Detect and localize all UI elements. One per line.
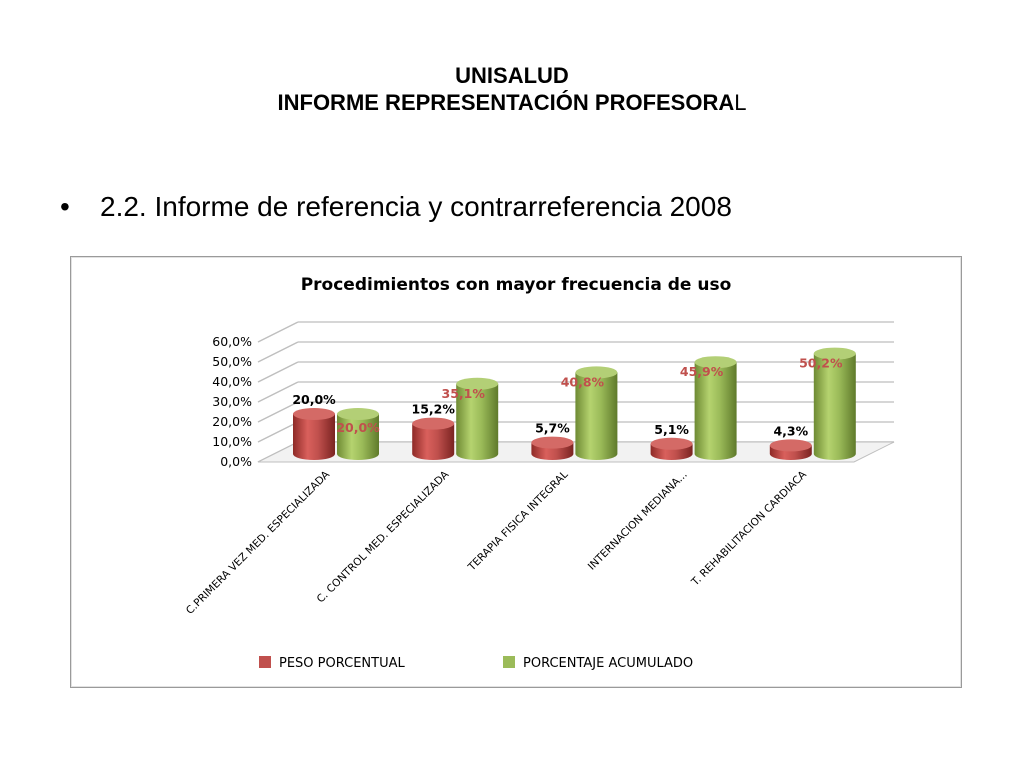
bar-porcentaje-acumulado	[813, 347, 856, 460]
bar-peso-porcentual	[293, 408, 335, 460]
data-label-acumulado: 45,9%	[680, 364, 724, 379]
bar-peso-porcentual	[769, 439, 812, 460]
data-label-peso: 5,7%	[535, 421, 570, 436]
bar-body	[337, 414, 379, 460]
legend-swatch	[503, 656, 515, 668]
y-tick-label: 40,0%	[212, 374, 252, 389]
slide-title-line2-main: INFORME REPRESENTACIÓN PROFESORA	[277, 90, 735, 115]
bar-body	[412, 423, 455, 460]
chart-title: Procedimientos con mayor frecuencia de u…	[301, 275, 732, 295]
bar-top	[531, 436, 574, 449]
data-label-acumulado: 20,0%	[336, 420, 380, 435]
chart-container: Procedimientos con mayor frecuencia de u…	[70, 256, 962, 688]
legend-label: PORCENTAJE ACUMULADO	[523, 656, 693, 671]
y-tick-label: 10,0%	[212, 434, 252, 449]
slide-title-line2: INFORME REPRESENTACIÓN PROFESORAL	[0, 89, 1024, 116]
data-label-peso: 5,1%	[654, 422, 689, 437]
gridline-side	[257, 421, 299, 443]
bar-top	[293, 408, 335, 420]
x-tick-label: INTERNACION MEDIANA...	[586, 469, 690, 573]
bar-top	[412, 417, 455, 430]
bar-top	[694, 356, 737, 369]
bar-peso-porcentual	[531, 436, 574, 460]
gridline-side	[257, 361, 299, 383]
chart-svg: Procedimientos con mayor frecuencia de u…	[184, 275, 895, 671]
gridline-side	[257, 401, 299, 423]
bar-body	[575, 372, 618, 460]
data-label-acumulado: 50,2%	[799, 356, 843, 371]
y-axis: 0,0% 10,0% 20,0% 30,0% 40,0% 50,0% 60,0%	[212, 334, 252, 469]
bar-peso-porcentual	[412, 417, 455, 460]
bar-peso-porcentual	[650, 437, 693, 460]
bullet-text: 2.2. Informe de referencia y contrarrefe…	[100, 191, 732, 222]
gridline-side	[257, 381, 299, 403]
bar-body	[813, 353, 856, 460]
slide-title-line1: UNISALUD	[455, 63, 569, 88]
bar-top	[813, 347, 856, 360]
y-tick-label: 30,0%	[212, 394, 252, 409]
bar-porcentaje-acumulado	[456, 377, 499, 460]
chart-legend: PESO PORCENTUAL PORCENTAJE ACUMULADO	[259, 656, 693, 671]
bullet-item: • 2.2. Informe de referencia y contrarre…	[60, 190, 732, 224]
data-label-acumulado: 35,1%	[442, 386, 486, 401]
data-label-acumulado: 40,8%	[561, 374, 605, 389]
bar-top	[769, 439, 812, 452]
data-label-peso: 15,2%	[412, 402, 456, 417]
data-label-peso: 20,0%	[292, 392, 336, 407]
bar-body	[293, 414, 335, 460]
slide-title-line2-last: L	[734, 90, 747, 115]
y-tick-label: 20,0%	[212, 414, 252, 429]
gridline-side	[257, 341, 299, 363]
legend-label: PESO PORCENTUAL	[279, 656, 405, 671]
chart-plot-area	[293, 347, 856, 460]
slide-title: UNISALUD INFORME REPRESENTACIÓN PROFESOR…	[0, 62, 1024, 116]
bar-top	[575, 366, 618, 379]
gridline-side	[257, 321, 299, 343]
bar-top	[650, 437, 693, 450]
x-tick-label: T. REHABILITACION CARDIACA	[689, 468, 810, 589]
bar-porcentaje-acumulado	[337, 408, 379, 460]
y-tick-label: 0,0%	[220, 454, 252, 469]
x-tick-label: C. CONTROL MED. ESPECIALIZADA	[315, 468, 452, 605]
bar-body	[694, 362, 737, 460]
y-tick-label: 50,0%	[212, 354, 252, 369]
bar-porcentaje-acumulado	[575, 366, 618, 460]
bar-porcentaje-acumulado	[694, 356, 737, 460]
data-labels: 20,0%20,0% 15,2%35,1% 5,7% 40,8% 5,1% 45,9% 4,…	[292, 356, 843, 439]
x-tick-label: C.PRIMERA VEZ MED. ESPECIALIZADA	[184, 468, 333, 617]
data-label-peso: 4,3%	[773, 423, 808, 438]
y-tick-label: 60,0%	[212, 334, 252, 349]
x-tick-label: TERAPIA FISICA INTEGRAL	[465, 469, 570, 574]
bullet-symbol: •	[60, 191, 70, 222]
bar-top	[337, 408, 379, 420]
legend-swatch	[259, 656, 271, 668]
bar-body	[456, 383, 499, 460]
bar-top	[456, 377, 499, 390]
